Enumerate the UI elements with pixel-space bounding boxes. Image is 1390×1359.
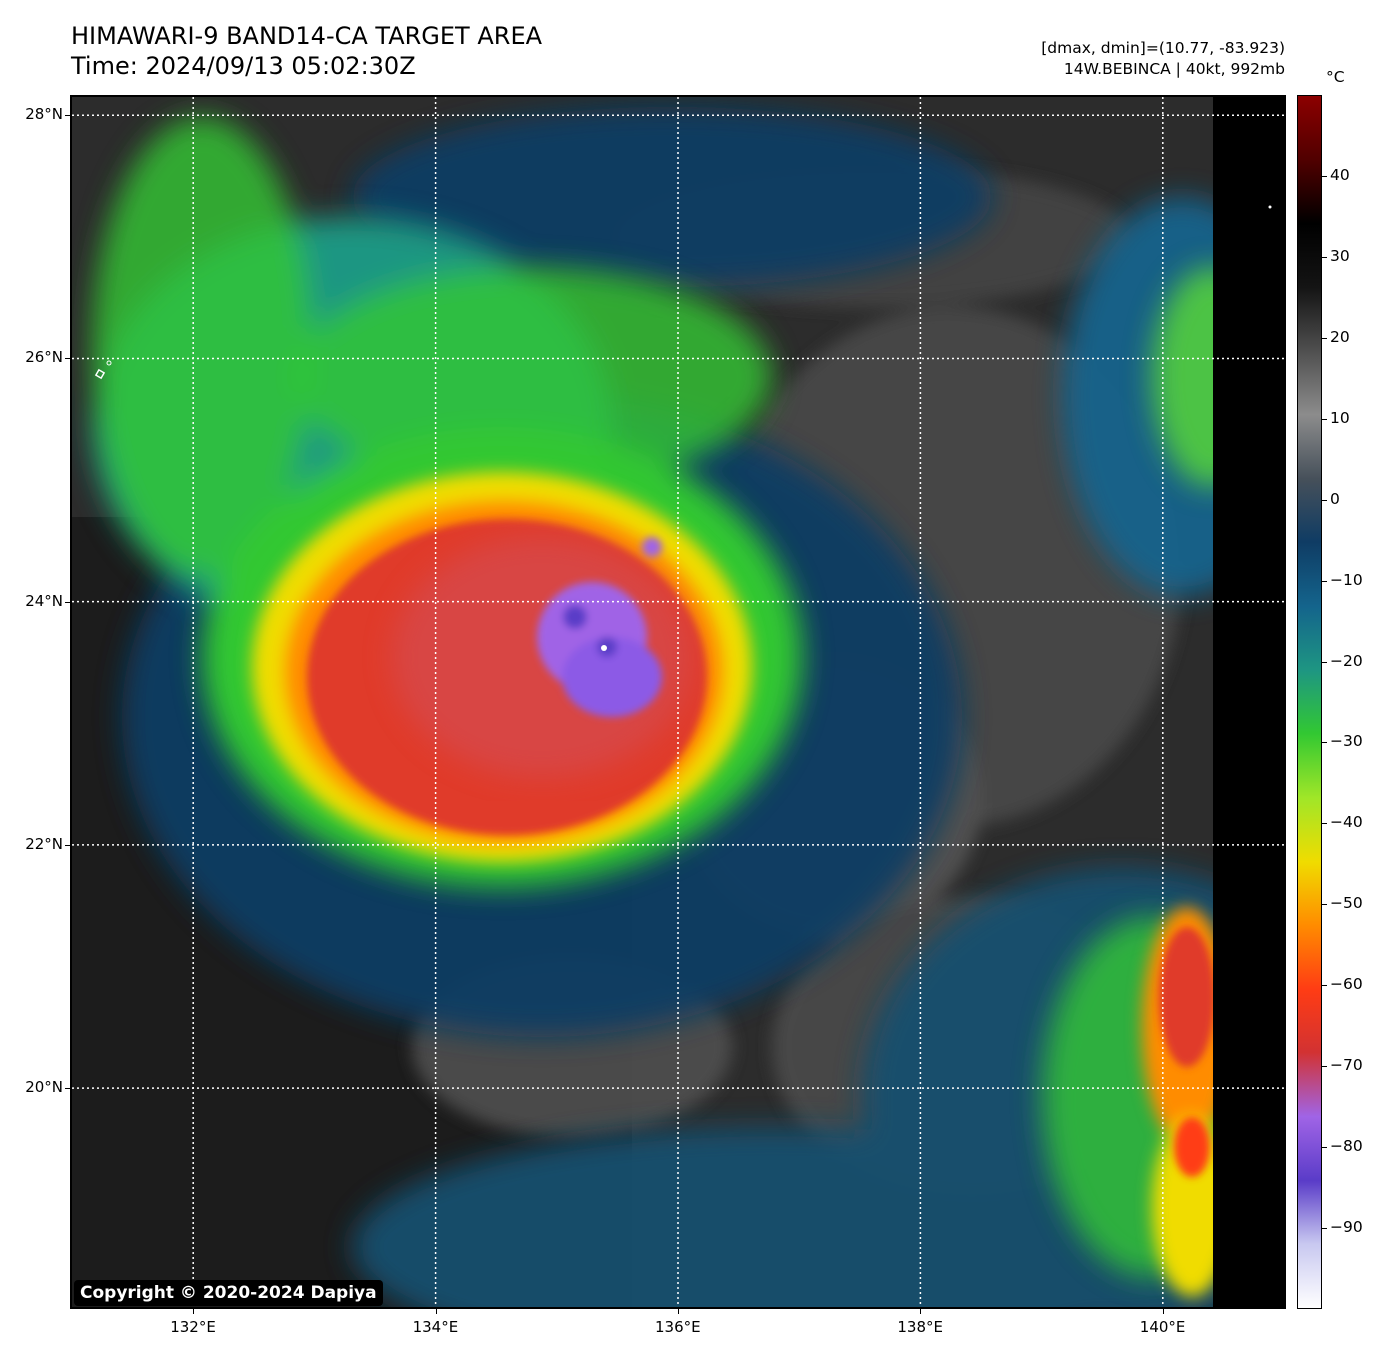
colorbar-tick [1322, 580, 1327, 582]
dmax-dmin-readout: [dmax, dmin]=(10.77, -83.923) [1041, 39, 1285, 57]
colorbar-tick-label: −50 [1330, 894, 1363, 913]
lon-tick [435, 1309, 437, 1314]
colorbar-tick [1322, 256, 1327, 258]
lon-tick [678, 1309, 679, 1314]
colorbar-tick-label: −10 [1330, 570, 1363, 589]
colorbar-tick [1322, 499, 1327, 501]
ir-imagery [72, 97, 1284, 1307]
lon-tick [1162, 1309, 1164, 1314]
colorbar-tick-label: 0 [1330, 489, 1340, 508]
colorbar-tick [1322, 823, 1327, 825]
satellite-map: Copyright © 2020-2024 Dapiya [70, 95, 1286, 1309]
colorbar-tick-label: 40 [1330, 165, 1350, 184]
lat-label: 26°N [25, 348, 63, 367]
lat-label: 20°N [25, 1078, 63, 1097]
copyright-label: Copyright © 2020-2024 Dapiya [74, 1280, 383, 1306]
colorbar-tick [1322, 742, 1327, 744]
colorbar-tick-label: −30 [1330, 732, 1363, 751]
lat-tick [65, 601, 70, 603]
lat-label: 24°N [25, 591, 63, 610]
lon-label: 134°E [412, 1318, 459, 1336]
lat-tick [65, 358, 70, 360]
lat-label: 22°N [25, 834, 63, 853]
colorbar-tick [1322, 1066, 1327, 1068]
colorbar-tick-label: 30 [1330, 246, 1350, 265]
lat-tick [65, 115, 70, 117]
colorbar-tick [1322, 418, 1327, 420]
colorbar-tick-label: −70 [1330, 1056, 1363, 1075]
lon-label: 136°E [655, 1318, 701, 1336]
chart-time: Time: 2024/09/13 05:02:30Z [71, 52, 416, 80]
colorbar-tick-label: −90 [1330, 1218, 1363, 1237]
storm-info: 14W.BEBINCA | 40kt, 992mb [1063, 60, 1285, 78]
chart-title: HIMAWARI-9 BAND14-CA TARGET AREA [71, 22, 543, 50]
colorbar-tick-label: −60 [1330, 975, 1363, 994]
lon-tick [193, 1309, 195, 1314]
colorbar-unit: °C [1326, 68, 1345, 86]
lon-label: 132°E [170, 1318, 216, 1336]
colorbar-tick [1322, 904, 1327, 906]
colorbar-tick [1322, 661, 1327, 663]
colorbar-tick-label: 10 [1330, 408, 1350, 427]
colorbar-tick-label: −20 [1330, 651, 1363, 670]
colorbar-tick [1322, 1228, 1327, 1230]
colorbar-tick [1322, 1147, 1327, 1149]
lat-label: 28°N [25, 105, 63, 124]
colorbar-tick-label: −40 [1330, 813, 1363, 832]
colorbar-tick-label: 20 [1330, 327, 1350, 346]
lon-label: 140°E [1139, 1318, 1186, 1336]
lat-tick [65, 1088, 70, 1090]
colorbar-tick [1322, 985, 1327, 987]
lat-tick [65, 844, 70, 846]
lon-label: 138°E [897, 1318, 943, 1336]
colorbar-tick-label: −80 [1330, 1137, 1363, 1156]
lon-tick [920, 1309, 922, 1314]
colorbar-tick [1322, 175, 1327, 177]
colorbar [1297, 95, 1322, 1309]
colorbar-tick [1322, 337, 1327, 339]
